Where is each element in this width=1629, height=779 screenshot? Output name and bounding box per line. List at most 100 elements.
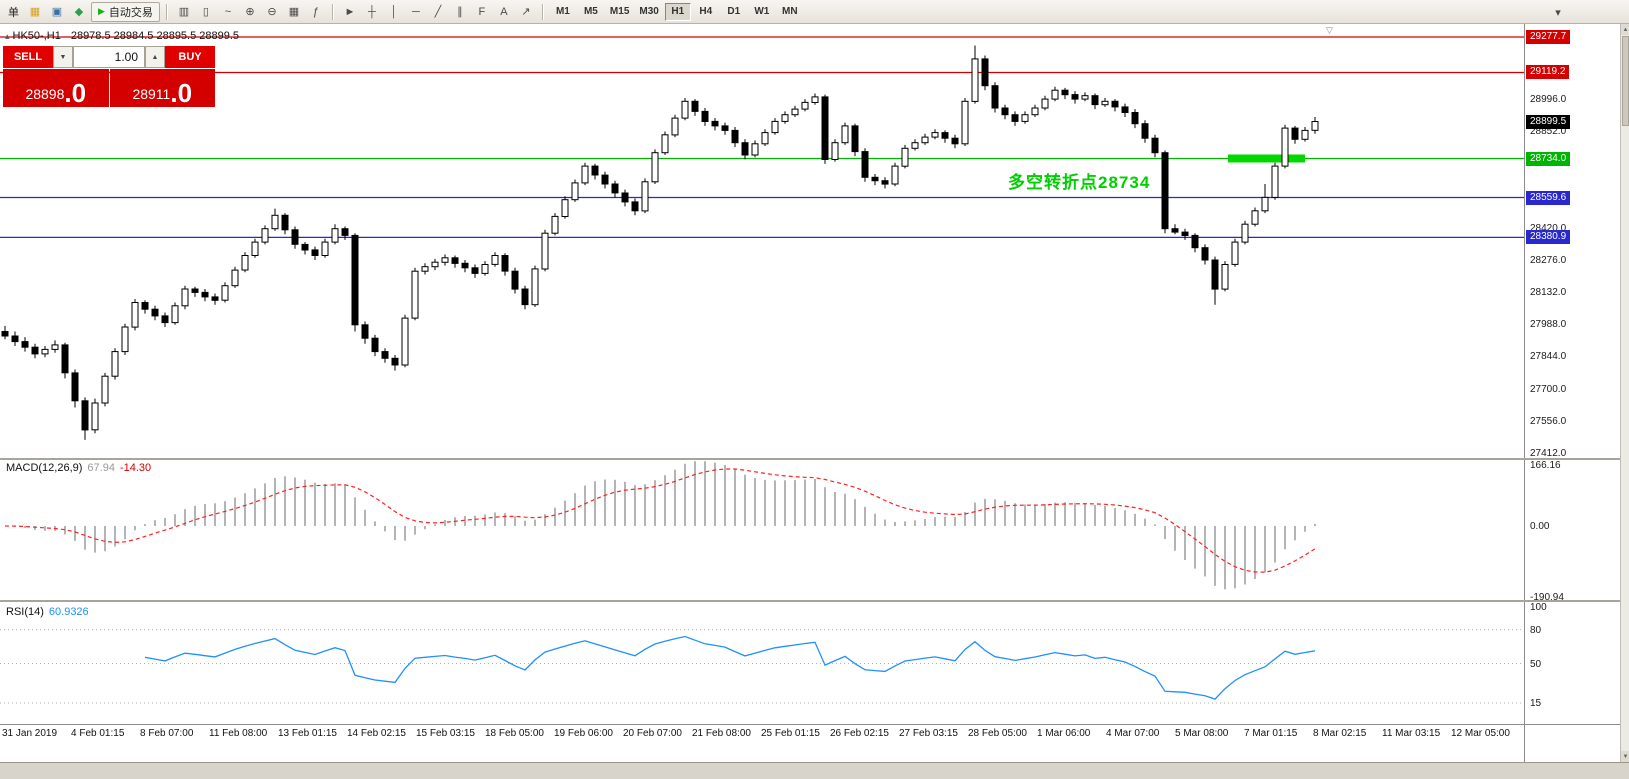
market-watch-icon[interactable]: ▦ (29, 6, 41, 18)
scroll-up-button[interactable]: ▲ (1621, 24, 1629, 35)
buy-price-main: 28911 (132, 85, 171, 102)
axis-label: 27556.0 (1530, 415, 1567, 427)
time-label: 12 Mar 05:00 (1451, 728, 1510, 739)
pivot-annotation-text: 多空转折点28734 (1008, 173, 1151, 192)
draw-tool-group: ► ┼ │ ─ ╱ ∥ F A ↗ (340, 3, 536, 21)
rsi-value: 60.9326 (48, 606, 89, 618)
toolbar-separator (331, 3, 334, 20)
sell-button[interactable]: SELL (3, 46, 53, 68)
macd-indicator-chart[interactable] (0, 460, 1524, 600)
timeframe-mn[interactable]: MN (782, 6, 798, 17)
axis-label: 0.00 (1530, 521, 1550, 532)
rsi-indicator-chart[interactable] (0, 603, 1524, 724)
price-badge: 29119.2 (1526, 65, 1570, 80)
macd-label: MACD(12,26,9) 67.94 -14.30 (6, 462, 151, 474)
pane-separator[interactable] (0, 600, 1620, 602)
timeframe-m30[interactable]: M30 (639, 6, 659, 17)
time-label: 13 Feb 01:15 (278, 728, 337, 739)
autotrade-button[interactable]: ▶ 自动交易 (91, 1, 160, 22)
horizontal-line-icon[interactable]: ─ (412, 5, 420, 18)
axis-label: 28276.0 (1530, 254, 1567, 266)
timeframe-h4[interactable]: H4 (699, 6, 713, 17)
timeframe-w1[interactable]: W1 (754, 6, 770, 17)
axis-label: 80 (1530, 624, 1542, 636)
macd-value: 67.94 (87, 462, 115, 474)
text-icon[interactable]: A (500, 5, 508, 18)
data-window-icon[interactable]: ▣ (51, 6, 63, 18)
chart-icon: ▴ (5, 31, 10, 41)
time-label: 15 Feb 03:15 (416, 728, 475, 739)
arrows-icon[interactable]: ↗ (521, 6, 531, 18)
time-label: 4 Feb 01:15 (71, 728, 125, 739)
lot-size-input[interactable]: 1.00 (73, 46, 145, 68)
buy-button[interactable]: BUY (165, 46, 215, 68)
time-label: 8 Feb 07:00 (140, 728, 194, 739)
new-order-button[interactable]: 单 (8, 6, 19, 19)
time-label: 31 Jan 2019 (2, 728, 58, 739)
trendline-icon[interactable]: ╱ (434, 6, 442, 18)
time-label: 26 Feb 02:15 (830, 728, 889, 739)
axis-label: 50 (1530, 658, 1542, 670)
time-label: 19 Feb 06:00 (554, 728, 613, 739)
zoom-out-icon[interactable]: ⊖ (267, 6, 277, 18)
channel-icon[interactable]: ∥ (457, 6, 463, 18)
cursor-icon[interactable]: ► (344, 5, 356, 18)
toolbar-overflow-chevron[interactable]: ▾ (1555, 6, 1561, 19)
macd-signal-value: -14.30 (119, 462, 152, 474)
timeframe-h1[interactable]: H1 (664, 2, 691, 21)
time-label: 11 Mar 03:15 (1382, 728, 1441, 739)
one-click-trading-panel: SELL ▼ 1.00 ▲ BUY 28898.0 28911.0 (3, 46, 215, 107)
timeframe-d1[interactable]: D1 (727, 6, 741, 17)
time-label: 27 Feb 03:15 (899, 728, 958, 739)
line-chart-icon[interactable]: ~ (224, 5, 232, 18)
zoom-in-icon[interactable]: ⊕ (245, 6, 255, 18)
play-icon: ▶ (98, 6, 105, 16)
pane-separator[interactable] (0, 458, 1620, 460)
candlestick-icon[interactable]: ▯ (202, 6, 209, 18)
time-label: 1 Mar 06:00 (1037, 728, 1091, 739)
rsi-label: RSI(14) 60.9326 (6, 606, 89, 618)
time-label: 18 Feb 05:00 (485, 728, 544, 739)
scroll-down-button[interactable]: ▼ (1621, 751, 1629, 762)
time-label: 5 Mar 08:00 (1175, 728, 1229, 739)
time-label: 14 Feb 02:15 (347, 728, 406, 739)
chart-ohlc-values: 28978.5 28984.5 28895.5 28899.5 (70, 30, 240, 42)
time-label: 25 Feb 01:15 (761, 728, 820, 739)
indicators-icon[interactable]: ƒ (312, 5, 319, 18)
axis-label: 27700.0 (1530, 383, 1567, 395)
axis-label: 27412.0 (1530, 447, 1567, 459)
price-badge: 29277.7 (1526, 30, 1571, 45)
chart-shift-marker-icon[interactable]: ▽ (1326, 25, 1333, 35)
navigator-icon[interactable]: ◆ (74, 6, 84, 18)
timeframe-m1[interactable]: M1 (555, 6, 570, 17)
axis-label: 100 (1530, 602, 1547, 613)
axis-separator (0, 724, 1620, 725)
price-axis[interactable]: 28996.028852.028708.028564.028420.028276… (1524, 24, 1621, 762)
vertical-line-icon[interactable]: │ (390, 5, 398, 18)
chart-symbol-period: HK50-,H1 (12, 30, 61, 42)
timeframe-m5[interactable]: M5 (583, 6, 598, 17)
lot-increase-button[interactable]: ▲ (145, 46, 165, 68)
axis-label: 28996.0 (1530, 93, 1567, 105)
axis-label: 28132.0 (1530, 287, 1567, 299)
crosshair-icon[interactable]: ┼ (368, 5, 376, 18)
sell-price-button[interactable]: 28898.0 (3, 69, 109, 107)
axis-label: 27844.0 (1530, 351, 1567, 363)
fibonacci-icon[interactable]: F (478, 5, 486, 18)
axis-label: 15 (1530, 698, 1542, 710)
price-badge: 28899.5 (1526, 114, 1571, 129)
lot-dropdown-button[interactable]: ▼ (53, 46, 73, 68)
bar-chart-icon[interactable]: ▥ (178, 6, 190, 18)
scrollbar-thumb[interactable] (1622, 36, 1629, 126)
buy-price-button[interactable]: 28911.0 (109, 69, 215, 107)
sell-price-main: 28898 (25, 85, 65, 102)
toolbar: 单 ▦ ▣ ◆ ▶ 自动交易 ▥ ▯ ~ ⊕ ⊖ ▦ ƒ ► ┼ │ ─ ╱ ∥ F A ↗ M1 M5 M15 M3… (0, 0, 1629, 24)
timeframe-m15[interactable]: M15 (609, 6, 630, 17)
time-axis[interactable]: 31 Jan 2019 4 Feb 01:15 8 Feb 07:00 11 Feb … (0, 726, 1524, 742)
candlestick-chart[interactable] (0, 24, 1524, 458)
autotrade-label: 自动交易 (108, 6, 153, 19)
timeframe-group: M1 M5 M15 M30 H1 H4 D1 W1 MN (550, 2, 803, 21)
tile-windows-icon[interactable]: ▦ (288, 6, 300, 18)
time-label: 7 Mar 01:15 (1244, 728, 1298, 739)
price-badge: 28559.6 (1526, 190, 1571, 205)
